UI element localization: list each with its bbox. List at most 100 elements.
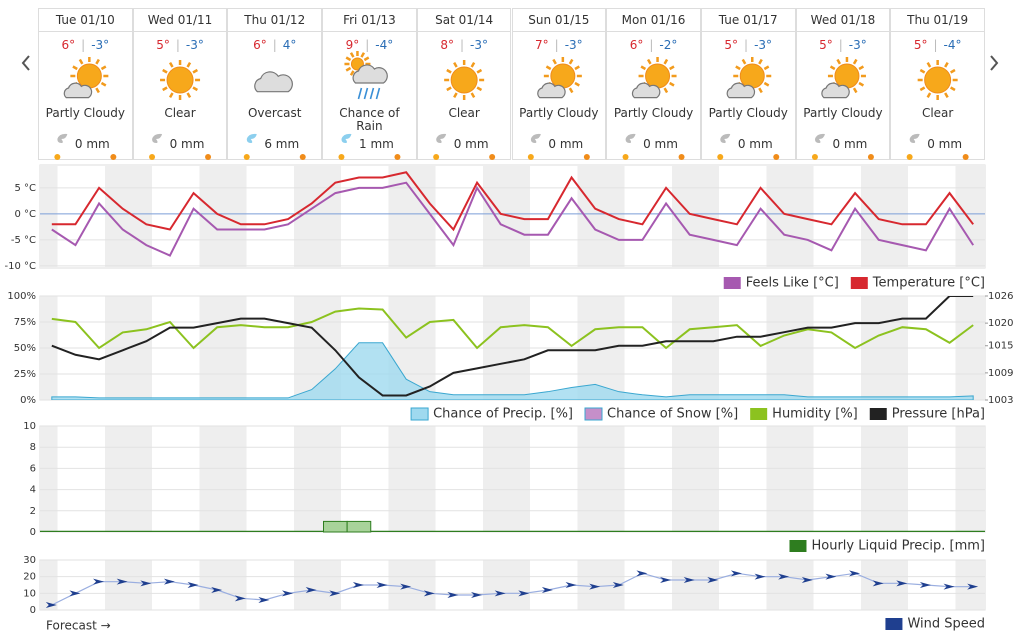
sun-ray — [926, 62, 932, 68]
y-tick-label: 0% — [20, 395, 36, 406]
night-band — [294, 165, 341, 268]
weather-icon — [344, 51, 388, 100]
separator: | — [365, 38, 370, 52]
day-date: Fri 01/13 — [323, 9, 416, 32]
legend-label: Pressure [hPa] — [892, 407, 985, 422]
separator: | — [175, 38, 180, 52]
next-arrow[interactable] — [990, 55, 999, 71]
night-band — [672, 560, 719, 610]
sun-dot — [433, 154, 440, 160]
drop-icon — [530, 133, 541, 143]
night-band — [388, 560, 436, 610]
day-temps: 9° | -4° — [323, 38, 416, 52]
y2-tick-label: 1026 — [988, 291, 1013, 302]
day-date: Tue 01/10 — [39, 9, 132, 32]
plot — [45, 570, 979, 608]
wind-marker — [352, 582, 364, 588]
precip-amount: 0 mm — [832, 137, 868, 151]
wind-marker — [116, 578, 128, 585]
day-column: Sat 01/14 8° | -3° Clear 0 mm — [416, 8, 512, 160]
moon-dot — [773, 154, 780, 160]
y2-tick-label: 1015 — [988, 341, 1013, 352]
sun-ray — [192, 68, 198, 74]
sun-ray — [545, 65, 552, 71]
sun-ray — [162, 68, 168, 74]
drop-icon — [152, 133, 163, 143]
weather-icon — [726, 57, 772, 99]
sun — [76, 63, 102, 89]
sun-ray — [950, 86, 956, 92]
sun-ray — [763, 81, 770, 87]
moon-dot — [489, 154, 496, 160]
wind-marker — [872, 580, 884, 587]
condition: Chance of Rain — [339, 106, 400, 133]
moon-dot — [962, 154, 969, 160]
precip-amount: 0 mm — [737, 137, 773, 151]
sun-ray — [574, 81, 580, 87]
wind-marker — [565, 582, 577, 588]
sun-ray — [360, 52, 366, 58]
high-temp: 6° — [61, 38, 76, 52]
wind-marker — [163, 578, 175, 585]
wind-marker — [730, 570, 742, 577]
sun-ray — [919, 68, 926, 74]
wind-marker — [707, 577, 719, 583]
legend-swatch — [850, 277, 868, 289]
condition: Clear — [164, 106, 196, 120]
drop-icon — [341, 133, 352, 143]
wind-marker — [305, 587, 317, 593]
day-temps: 5° | -4° — [891, 38, 984, 52]
sun — [550, 63, 576, 89]
y-tick-label: 10 — [23, 421, 36, 432]
wind-marker — [589, 583, 601, 590]
y-tick-label: 10 — [23, 588, 36, 599]
weather-icon — [63, 57, 109, 99]
precip-amount: 1 mm — [359, 137, 394, 151]
wind-marker — [471, 592, 483, 598]
sun-ray — [186, 62, 192, 68]
legend-swatch — [410, 407, 429, 421]
line — [51, 171, 974, 232]
condition: Partly Cloudy — [708, 106, 788, 120]
prev-arrow[interactable] — [21, 55, 30, 71]
night-band — [672, 426, 719, 532]
night-band — [766, 560, 814, 610]
wind-marker — [234, 595, 246, 602]
sun-dot — [717, 154, 724, 160]
low-temp: -3° — [470, 38, 488, 52]
night-band — [294, 426, 341, 532]
night-band — [294, 560, 341, 610]
legend-swatch — [789, 540, 807, 552]
legend-label: Feels Like [°C] — [746, 276, 839, 291]
condition: Partly Cloudy — [803, 106, 883, 120]
y2-tick-label: 1003 — [988, 395, 1013, 406]
low-temp: -3° — [564, 38, 583, 52]
precip-amount: 0 mm — [927, 137, 963, 151]
sun-ray — [758, 87, 763, 94]
wind-marker — [211, 587, 223, 593]
legend-label: Chance of Precip. [%] — [433, 407, 573, 422]
separator: | — [744, 38, 749, 52]
sun-ray — [446, 86, 452, 92]
sun-ray — [741, 58, 747, 65]
drop-icon — [814, 133, 825, 143]
low-temp: -3° — [754, 38, 773, 52]
y2-tick-label: 1020 — [988, 318, 1013, 329]
sun-ray — [858, 81, 865, 87]
precip-amount: 0 mm — [453, 137, 489, 151]
day-temps: 7° | -3° — [513, 38, 606, 52]
sun-ray — [852, 87, 858, 94]
day-temps: 6° | 4° — [228, 38, 321, 52]
sun-dot — [811, 154, 818, 160]
sun-ray — [829, 65, 836, 71]
sun-ray — [858, 65, 865, 71]
y-tick-label: 5 °C — [14, 183, 36, 194]
high-temp: 7° — [535, 38, 549, 52]
rain — [375, 87, 381, 100]
day-column: Fri 01/13 9° | -4° Chance of Rain 1 mm — [322, 8, 417, 160]
y-tick-label: 4 — [30, 485, 36, 496]
precip-amount: 0 mm — [643, 137, 678, 151]
forecast-label: Forecast → — [46, 619, 111, 633]
day-date: Wed 01/18 — [796, 9, 890, 32]
y-tick-label: 6 — [30, 463, 36, 474]
